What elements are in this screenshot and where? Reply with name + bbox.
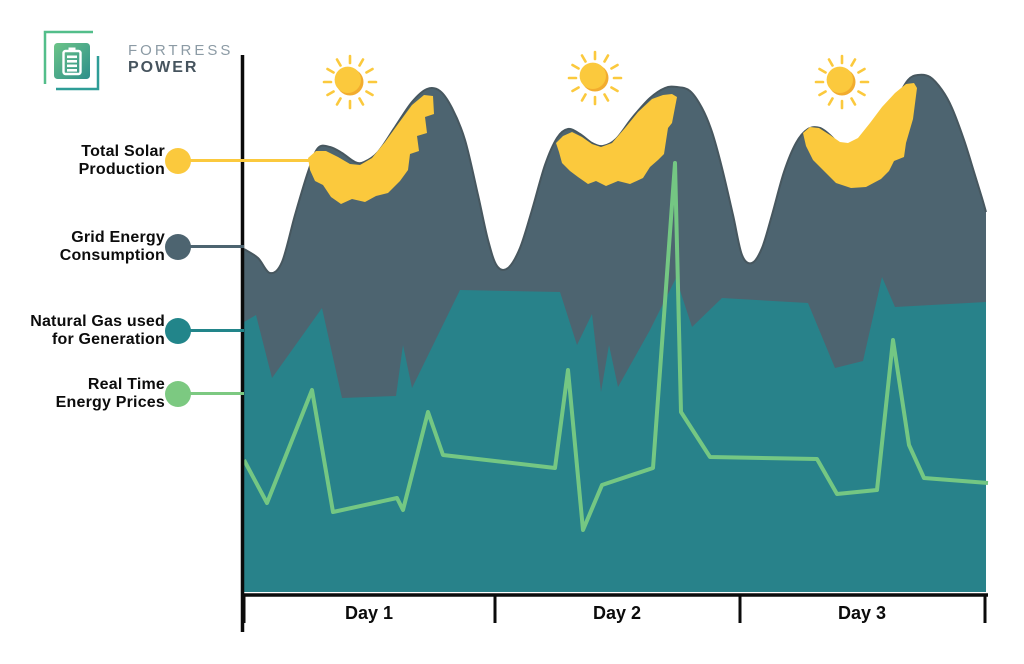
day-label-1: Day 1 (345, 603, 393, 623)
day-label-2: Day 2 (593, 603, 641, 623)
legend-label-grid: Grid Energy Consumption (59, 229, 165, 264)
legend-leader-solar (180, 159, 312, 162)
day-label-3: Day 3 (838, 603, 886, 623)
energy-price-line (242, 161, 989, 532)
battery-icon (43, 30, 100, 91)
legend-label-solar: Total Solar Production (78, 143, 165, 178)
sun-icons (322, 50, 870, 110)
brand-name-power: POWER (128, 59, 199, 76)
legend-label-prices: Real Time Energy Prices (55, 376, 165, 411)
legend-leader-grid (180, 245, 244, 248)
brand-name: FORTRESS POWER (128, 42, 233, 76)
legend-label-gas: Natural Gas used for Generation (30, 313, 165, 348)
solar-production-area (308, 83, 917, 204)
axes (240, 55, 988, 632)
legend-leader-gas (180, 329, 244, 332)
brand-name-fortress: FORTRESS (128, 42, 234, 59)
legend-leader-prices (180, 392, 244, 395)
natural-gas-area (244, 277, 986, 592)
day-labels: Day 1 Day 2 Day 3 (345, 603, 886, 623)
brand-logo: FORTRESS POWER (24, 18, 274, 98)
